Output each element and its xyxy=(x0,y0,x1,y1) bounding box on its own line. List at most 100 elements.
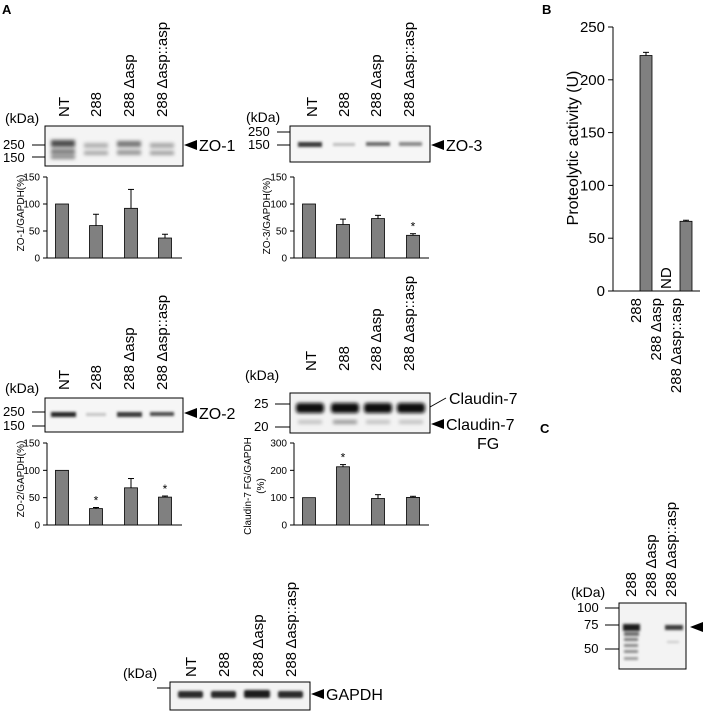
zo1-kda-label: (kDa) xyxy=(5,110,39,126)
y-tick-label: 150 xyxy=(23,173,40,184)
bar xyxy=(55,469,69,526)
y-tick-label: 300 xyxy=(270,439,287,450)
claudin7-fg-bar-chart: 300 200 100 0 * xyxy=(270,439,429,532)
zo1-bar-chart: 150 100 50 0 xyxy=(23,173,182,265)
panel-label-a: A xyxy=(2,2,12,17)
y-tick-label: 100 xyxy=(580,177,605,194)
zo1-blot xyxy=(44,125,184,167)
claudin7-band-label: Claudin-7 xyxy=(449,391,518,408)
zymography-blot xyxy=(618,602,687,670)
significance-asterisk: * xyxy=(94,494,99,508)
lane-label-288: 288 xyxy=(216,652,233,677)
cld-y-axis-label-line1: Claudin-7 FG/GAPDH xyxy=(243,437,254,535)
y-tick-label: 200 xyxy=(580,72,605,89)
cld-marker-20: 20 xyxy=(254,419,268,434)
y-tick-label: 150 xyxy=(580,125,605,142)
lane-label-288: 288 xyxy=(88,365,105,390)
c-lane-label-288-dasp-asp: 288 Δasp::asp xyxy=(663,502,680,597)
c-marker-100: 100 xyxy=(577,600,599,615)
zo1-marker-150: 150 xyxy=(3,150,25,165)
x-tick-label: 288 Δasp xyxy=(648,298,665,361)
gapdh-blot xyxy=(169,681,311,711)
bar xyxy=(371,218,385,259)
zo3-band-label: ZO-3 xyxy=(446,138,483,155)
cld-y-axis-label-line2: (%) xyxy=(256,478,267,494)
y-tick-label: 100 xyxy=(23,466,40,477)
c-lane-label-288: 288 xyxy=(623,572,640,597)
zo1-lane-labels: NT 288 288 Δasp 288 Δasp::asp xyxy=(56,22,171,117)
zo3-lane-labels: NT 288 288 Δasp 288 Δasp::asp xyxy=(304,22,418,117)
bar xyxy=(89,508,103,526)
zo3-bar-chart: 150 100 50 0 * xyxy=(270,173,429,265)
lane-label-288-dasp-asp: 288 Δasp::asp xyxy=(401,276,418,371)
bar xyxy=(336,466,350,526)
lane-label-288-dasp: 288 Δasp xyxy=(121,54,138,117)
claudin7-blot xyxy=(289,392,431,434)
significance-asterisk: * xyxy=(411,220,416,234)
y-tick-label: 50 xyxy=(29,493,41,504)
y-tick-label: 50 xyxy=(588,230,605,247)
zo3-marker-250: 250 xyxy=(248,124,270,139)
zo2-marker-250: 250 xyxy=(3,404,25,419)
panel-label-b: B xyxy=(542,2,551,17)
c-lane-label-288-dasp: 288 Δasp xyxy=(643,534,660,597)
claudin7-fg-band-label: Claudin-7 xyxy=(446,417,515,434)
lane-label-288: 288 xyxy=(88,92,105,117)
lane-label-nt: NT xyxy=(56,370,73,390)
y-tick-label: 250 xyxy=(580,19,605,36)
zo2-kda-label: (kDa) xyxy=(5,380,39,396)
significance-asterisk: * xyxy=(341,451,346,465)
bar xyxy=(158,496,172,526)
y-tick-label: 50 xyxy=(29,227,41,238)
cld-marker-25: 25 xyxy=(254,396,268,411)
y-tick-label: 0 xyxy=(281,521,287,532)
y-tick-label: 50 xyxy=(276,227,288,238)
zo3-band-arrow xyxy=(431,140,444,150)
zo3-kda-label: (kDa) xyxy=(246,109,280,125)
cld-lane-labels: NT 288 288 Δasp 288 Δasp::asp xyxy=(303,276,418,371)
zo3-y-axis-label: ZO-3/GAPDH(%) xyxy=(262,178,273,255)
significance-asterisk: * xyxy=(163,482,168,496)
lane-label-nt: NT xyxy=(56,97,73,117)
y-tick-label: 150 xyxy=(270,173,287,184)
y-tick-label: 0 xyxy=(597,283,605,300)
y-tick-label: 150 xyxy=(23,439,40,450)
lane-label-288-dasp: 288 Δasp xyxy=(368,308,385,371)
b-y-axis-label: Proteolytic activity (U) xyxy=(565,71,582,226)
bar xyxy=(371,498,385,526)
claudin7-fg-label-suffix: FG xyxy=(477,436,499,453)
c-lane-labels: 288 288 Δasp 288 Δasp::asp xyxy=(623,502,680,597)
claudin7-fg-arrow xyxy=(431,419,444,429)
bar xyxy=(336,224,350,259)
y-tick-label: 0 xyxy=(281,254,287,265)
x-tick-label: 288 xyxy=(628,298,645,323)
bar xyxy=(89,225,103,259)
zo2-lane-labels: NT 288 288 Δasp 288 Δasp::asp xyxy=(56,295,171,390)
c-marker-75: 75 xyxy=(584,617,598,632)
bar xyxy=(639,55,653,292)
lane-label-288-dasp: 288 Δasp xyxy=(250,614,267,677)
lane-label-288-dasp-asp: 288 Δasp::asp xyxy=(401,22,418,117)
c-band-arrow xyxy=(690,622,703,632)
zo3-marker-150: 150 xyxy=(248,137,270,152)
zo1-marker-250: 250 xyxy=(3,137,25,152)
c-kda-label: (kDa) xyxy=(571,584,605,600)
y-tick-label: 0 xyxy=(34,254,40,265)
bar xyxy=(302,497,316,526)
cld-kda-label: (kDa) xyxy=(245,367,279,383)
zo2-band-label: ZO-2 xyxy=(199,406,236,423)
zo2-y-axis-label: ZO-2/GAPDH(%) xyxy=(16,441,27,518)
y-tick-label: 100 xyxy=(23,200,40,211)
zo2-band-arrow xyxy=(184,408,197,418)
lane-label-288: 288 xyxy=(336,346,353,371)
gapdh-band-arrow xyxy=(311,689,324,699)
lane-label-288-dasp-asp: 288 Δasp::asp xyxy=(283,582,300,677)
bar xyxy=(679,220,693,292)
bar xyxy=(158,237,172,259)
gapdh-band-label: GAPDH xyxy=(326,687,383,704)
bar xyxy=(406,496,420,526)
gapdh-lane-labels: NT 288 288 Δasp 288 Δasp::asp xyxy=(183,582,300,677)
y-tick-label: 200 xyxy=(270,466,287,477)
